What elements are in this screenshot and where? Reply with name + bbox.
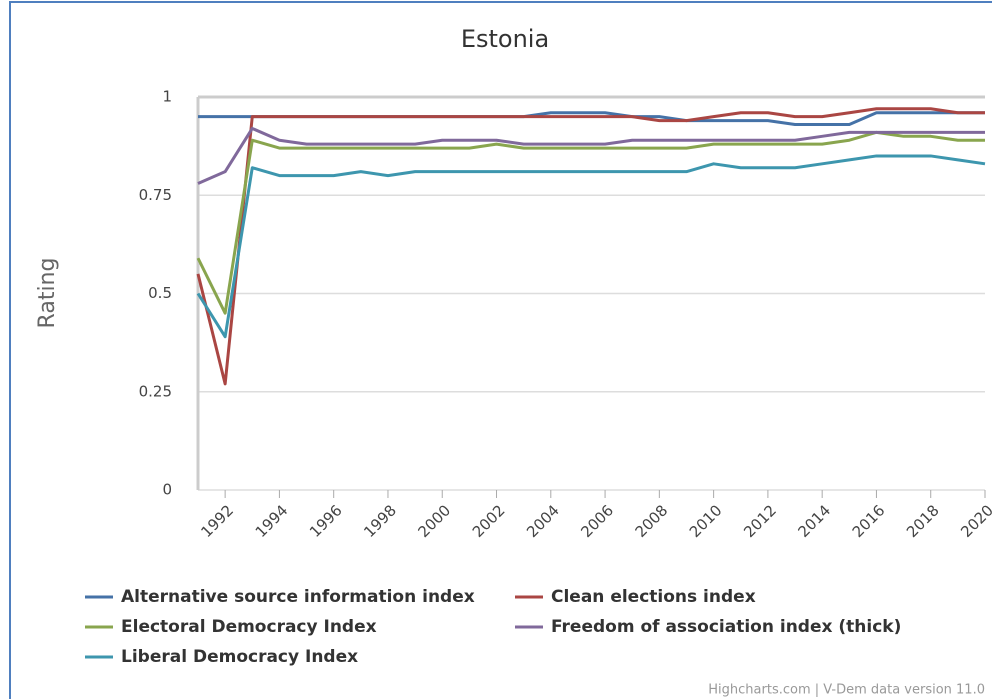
x-tick-label: 1996 [306,501,346,541]
legend-label: Clean elections index [551,587,756,607]
x-tick-label: 2002 [469,501,509,541]
x-tick-label: 1994 [252,501,292,541]
x-tick-label: 2010 [686,501,726,541]
y-tick-label: 0.25 [139,382,172,400]
x-tick-label: 2020 [957,501,992,541]
legend-label: Alternative source information index [121,587,475,607]
x-tick-label: 2000 [415,501,455,541]
series-line [196,154,986,339]
series-line [196,130,985,315]
legend-label: Freedom of association index (thick) [551,617,901,637]
x-tick-label: 2014 [794,501,834,541]
legend-label: Electoral Democracy Index [121,617,377,637]
series-line [196,107,985,386]
y-tick-label: 1 [162,88,172,106]
x-tick-label: 2006 [577,501,617,541]
chart-title: Estonia [461,25,549,53]
x-tick-label: 2016 [849,501,889,541]
legend-label: Liberal Democracy Index [121,647,358,667]
x-tick-label: 2004 [523,501,563,541]
x-tick-label: 1998 [360,501,400,541]
series-line [197,126,985,185]
x-tick-label: 2018 [903,501,943,541]
x-tick-label: 1992 [197,501,237,541]
y-tick-label: 0.75 [139,186,172,204]
x-tick-label: 2008 [632,501,672,541]
y-tick-label: 0.5 [148,284,172,302]
series-line [198,111,985,127]
credits: Highcharts.com | V-Dem data version 11.0 [708,683,985,698]
y-tick-label: 0 [162,481,172,499]
y-axis-title: Rating [35,258,60,329]
x-tick-label: 2012 [740,501,780,541]
frame [9,1,992,699]
